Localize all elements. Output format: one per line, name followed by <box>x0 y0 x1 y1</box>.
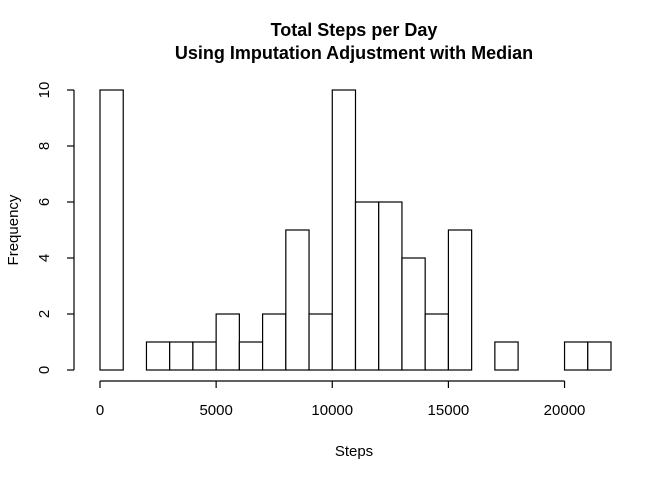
x-tick-label: 20000 <box>544 402 586 419</box>
histogram-bar <box>308 313 333 371</box>
histogram-bar <box>192 341 217 371</box>
histogram-bar <box>563 341 589 371</box>
x-tick-label: 5000 <box>199 402 232 419</box>
x-axis-label: Steps <box>335 443 373 460</box>
chart-title: Total Steps per Day <box>271 20 438 40</box>
y-tick-label: 0 <box>36 366 53 374</box>
histogram-bar <box>447 229 473 371</box>
histogram-bar <box>378 201 403 371</box>
y-tick-label: 10 <box>36 82 53 99</box>
y-tick-label: 6 <box>36 198 53 206</box>
chart-subtitle: Using Imputation Adjustment with Median <box>175 43 533 63</box>
x-tick-label: 0 <box>96 402 104 419</box>
y-tick-label: 2 <box>36 310 53 318</box>
y-axis-label: Frequency <box>5 194 22 265</box>
y-axis: 0 2 4 6 8 10 <box>36 82 75 374</box>
histogram-bar <box>401 257 426 371</box>
y-tick-label: 8 <box>36 142 53 150</box>
x-axis: 0 5000 10000 15000 20000 <box>96 380 586 419</box>
x-tick-label: 10000 <box>311 402 353 419</box>
histogram-bar <box>285 229 310 371</box>
histogram-bar <box>215 313 240 371</box>
histogram-bar <box>331 89 357 371</box>
bars-group <box>99 89 612 371</box>
y-tick-label: 4 <box>36 254 53 262</box>
histogram-bar <box>238 341 264 371</box>
histogram-bar <box>424 313 450 371</box>
histogram-bar <box>494 341 519 371</box>
x-tick-label: 15000 <box>428 402 470 419</box>
histogram-bar <box>145 341 171 371</box>
histogram-bar <box>99 89 124 371</box>
histogram-bar <box>169 341 194 371</box>
histogram-bar <box>587 341 612 371</box>
histogram-bar <box>261 313 287 371</box>
histogram-bar <box>354 201 380 371</box>
